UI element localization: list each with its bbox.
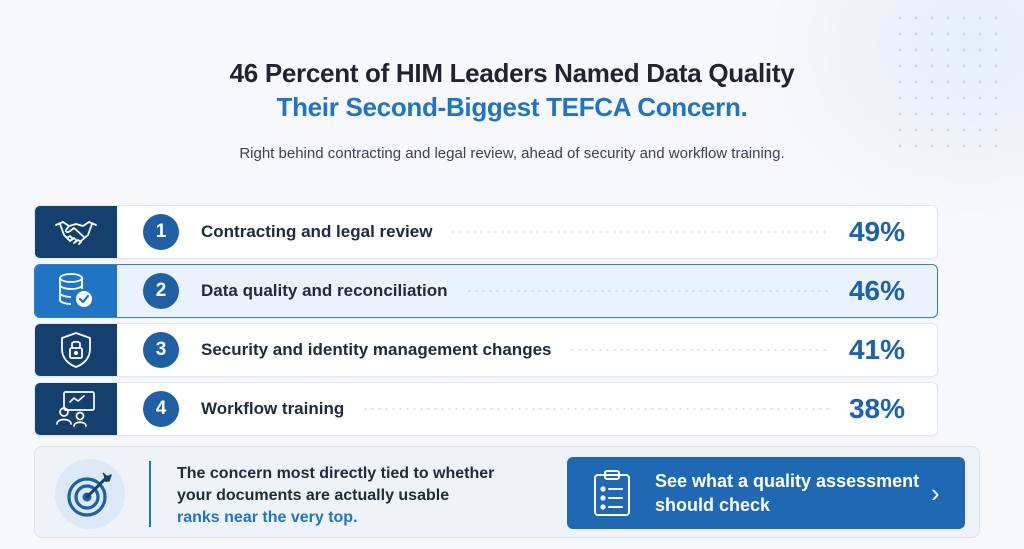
concern-row-4: 4 Workflow training 38% <box>34 382 938 436</box>
concern-label: Data quality and reconciliation <box>201 281 448 300</box>
handshake-icon <box>35 206 117 258</box>
concern-row-2: 2 Data quality and reconciliation 46% <box>34 264 938 318</box>
footer-line-1: The concern most directly tied to whethe… <box>177 465 495 482</box>
concern-percent: 38% <box>848 393 905 424</box>
footer-message: The concern most directly tied to whethe… <box>177 463 494 529</box>
dotted-leader <box>362 408 831 410</box>
subtitle: Right behind contracting and legal revie… <box>239 145 785 162</box>
concern-row-3: 3 Security and identity management chang… <box>34 323 938 377</box>
cta-line-1: See what a quality assessment <box>655 471 920 491</box>
dotted-leader <box>465 290 831 292</box>
concern-percent: 46% <box>848 275 905 306</box>
footer-divider <box>149 461 151 527</box>
headline-line-1: 46 Percent of HIM Leaders Named Data Qua… <box>229 58 795 88</box>
shield-lock-icon <box>35 324 117 376</box>
quality-assessment-button[interactable]: See what a quality assessment should che… <box>567 457 965 529</box>
database-check-icon <box>35 265 117 317</box>
decorative-dot-grid <box>892 10 1002 150</box>
cta-label: See what a quality assessment should che… <box>655 469 925 517</box>
concern-label: Security and identity management changes <box>201 340 552 359</box>
people-whiteboard-icon <box>35 383 117 435</box>
headline-line-2: Their Second-Biggest TEFCA Concern. <box>276 92 748 122</box>
concern-label: Contracting and legal review <box>201 222 433 241</box>
concern-percent: 41% <box>848 334 905 365</box>
dotted-leader <box>450 231 831 233</box>
rank-badge: 2 <box>143 273 179 309</box>
cta-line-2: should check <box>655 495 771 515</box>
chevron-right-icon: › <box>931 477 940 508</box>
concern-label: Workflow training <box>201 399 345 418</box>
rank-badge: 3 <box>143 332 179 368</box>
target-icon <box>55 459 125 529</box>
footer-line-2: your documents are actually usable <box>177 487 450 504</box>
footer-panel: The concern most directly tied to whethe… <box>34 446 980 538</box>
rank-badge: 1 <box>143 214 179 250</box>
concern-percent: 49% <box>848 216 905 247</box>
footer-line-3: ranks near the very top. <box>177 509 358 526</box>
clipboard-checklist-icon <box>589 468 635 518</box>
concern-row-1: 1 Contracting and legal review 49% <box>34 205 938 259</box>
dotted-leader <box>569 349 831 351</box>
rank-badge: 4 <box>143 391 179 427</box>
